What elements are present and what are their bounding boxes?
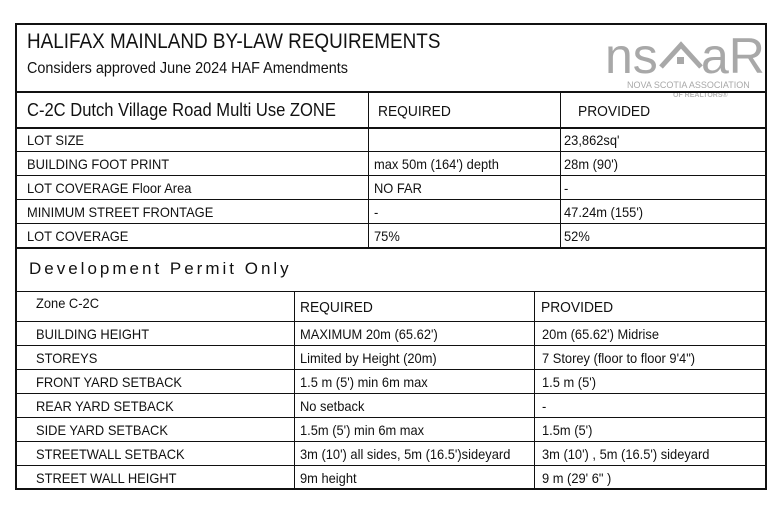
table-cell-required: Limited by Height (20m)	[300, 350, 437, 366]
divider	[17, 127, 765, 129]
table-cell-provided: 7 Storey (floor to floor 9'4")	[542, 350, 696, 366]
table-cell-provided: 23,862sq'	[564, 132, 620, 148]
table-cell-required: 3m (10') all sides, 5m (16.5')sideyard	[300, 446, 511, 462]
table-cell-provided: -	[564, 180, 569, 196]
divider	[17, 393, 765, 394]
table-cell-label: STREET WALL HEIGHT	[36, 470, 177, 486]
column-divider	[560, 91, 561, 247]
table-cell-label: LOT COVERAGE Floor Area	[27, 180, 192, 196]
table-cell-required: NO FAR	[374, 180, 422, 196]
table-cell-provided: 9 m (29' 6" )	[542, 470, 612, 486]
table-cell-required: -	[374, 204, 379, 220]
divider	[17, 417, 765, 418]
table-cell-label: STREETWALL SETBACK	[36, 446, 185, 462]
divider	[17, 199, 765, 200]
divider	[17, 91, 765, 93]
table-cell-label: MINIMUM STREET FRONTAGE	[27, 204, 214, 220]
table-cell-provided: 1.5 m (5')	[542, 374, 596, 390]
table-cell-label: SIDE YARD SETBACK	[36, 422, 168, 438]
divider	[17, 291, 765, 292]
table-cell-provided: 1.5m (5')	[542, 422, 593, 438]
svg-text:ns: ns	[605, 28, 658, 84]
table-cell-provided: -	[542, 398, 547, 414]
divider	[17, 441, 765, 442]
svg-text:NOVA SCOTIA ASSOCIATION: NOVA SCOTIA ASSOCIATION	[627, 80, 750, 90]
table2-header-provided: PROVIDED	[541, 299, 614, 316]
table2-header-zone: Zone C-2C	[36, 295, 99, 311]
table-cell-required: 1.5 m (5') min 6m max	[300, 374, 428, 390]
divider	[17, 321, 765, 322]
table-cell-label: LOT COVERAGE	[27, 228, 129, 244]
table-cell-required: 75%	[374, 228, 400, 244]
table-cell-provided: 47.24m (155')	[564, 204, 644, 220]
table-cell-provided: 20m (65.62') Midrise	[542, 326, 659, 342]
page-title: HALIFAX MAINLAND BY-LAW REQUIREMENTS	[27, 30, 441, 53]
divider	[17, 345, 765, 346]
table-cell-label: REAR YARD SETBACK	[36, 398, 174, 414]
divider	[17, 151, 765, 152]
table-cell-required: 1.5m (5') min 6m max	[300, 422, 425, 438]
divider	[17, 223, 765, 224]
table-cell-provided: 52%	[564, 228, 590, 244]
table1-header-provided: PROVIDED	[578, 103, 651, 120]
column-divider	[534, 291, 535, 488]
table-cell-label: FRONT YARD SETBACK	[36, 374, 183, 390]
table-cell-provided: 3m (10') , 5m (16.5') sideyard	[542, 446, 710, 462]
divider	[17, 247, 765, 249]
table-cell-required: No setback	[300, 398, 365, 414]
table-cell-required: max 50m (164') depth	[374, 156, 499, 172]
table1-header-zone: C-2C Dutch Village Road Multi Use ZONE	[27, 100, 336, 120]
table-cell-required: MAXIMUM 20m (65.62')	[300, 326, 438, 342]
svg-text:OF REALTORS®: OF REALTORS®	[673, 91, 729, 99]
section-title: Development Permit Only	[29, 259, 292, 278]
table2-header-required: REQUIRED	[300, 299, 373, 316]
table-cell-label: LOT SIZE	[27, 132, 85, 148]
table-cell-provided: 28m (90')	[564, 156, 619, 172]
table-cell-label: BUILDING HEIGHT	[36, 326, 150, 342]
divider	[17, 465, 765, 466]
column-divider	[294, 291, 295, 488]
divider	[17, 369, 765, 370]
table1-header-required: REQUIRED	[378, 103, 451, 120]
table-cell-label: STOREYS	[36, 350, 98, 366]
divider	[17, 175, 765, 176]
document-frame: HALIFAX MAINLAND BY-LAW REQUIREMENTS Con…	[15, 23, 767, 490]
nsar-logo: ns aR NOVA SCOTIA ASSOCIATION OF REALTOR…	[605, 28, 763, 99]
column-divider	[368, 91, 369, 247]
table-cell-label: BUILDING FOOT PRINT	[27, 156, 170, 172]
table-cell-required: 9m height	[300, 470, 357, 486]
page-subtitle: Considers approved June 2024 HAF Amendme…	[27, 60, 348, 77]
svg-text:aR: aR	[701, 28, 763, 84]
